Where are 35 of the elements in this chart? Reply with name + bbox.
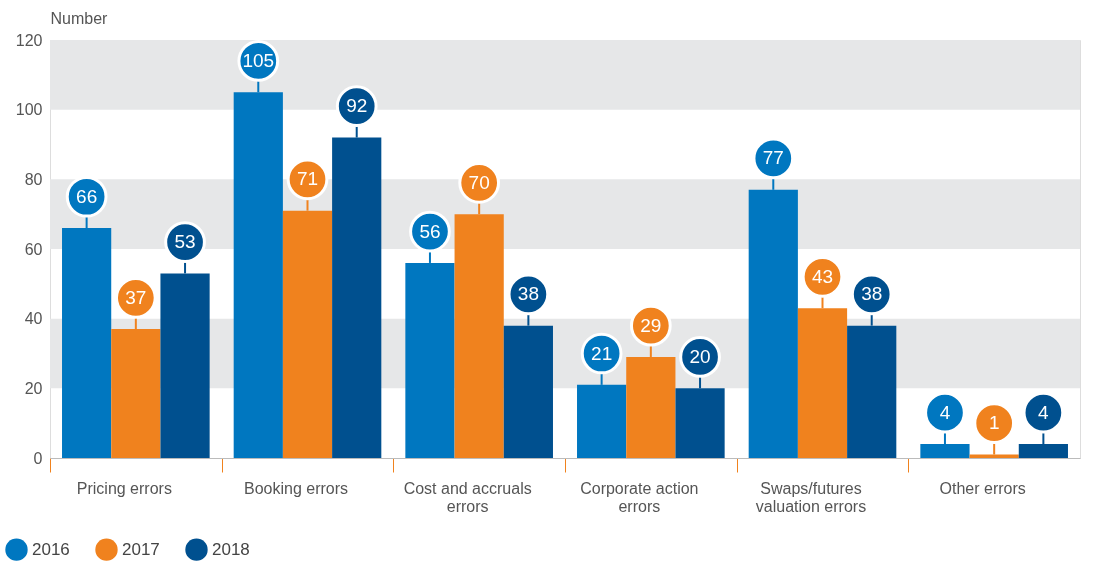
data-label: 4 [939,401,951,423]
y-tick-label: 0 [33,449,43,467]
data-label: 77 [762,147,784,169]
data-label: 20 [689,345,711,367]
data-label: 4 [1038,401,1050,423]
y-tick-label: 120 [15,31,43,49]
data-label: 53 [174,231,196,253]
data-label: 43 [811,265,834,287]
y-tick-label: 80 [24,170,43,188]
legend-label: 2017 [122,539,160,559]
legend-label: 2016 [32,539,70,559]
y-tick-label: 20 [24,379,43,397]
data-label: 1 [988,412,1000,434]
data-label: 56 [419,220,441,242]
data-label: 92 [346,95,368,117]
y-tick-label: 40 [24,310,43,328]
y-axis-title: Number [50,9,109,27]
x-tick-label: Other errors [939,479,1026,497]
data-label: 70 [468,171,490,193]
legend-label: 2018 [212,539,250,559]
data-label: 38 [861,283,883,305]
data-label: 38 [517,283,539,305]
data-label: 66 [76,185,98,207]
x-tick-label: Corporate action errors [580,479,699,515]
x-tick-label: Cost and accruals errors [403,479,532,515]
y-tick-label: 60 [24,240,43,258]
data-label: 21 [591,342,613,364]
data-label: 71 [296,168,319,190]
data-label: 29 [640,314,662,336]
x-tick-label: Pricing errors [76,479,172,497]
y-tick-label: 100 [15,101,43,119]
data-label: 37 [125,286,147,308]
x-tick-label: Swaps/futures valuation errors [755,479,867,515]
x-tick-label: Booking errors [243,479,349,497]
data-label: 105 [242,49,275,71]
